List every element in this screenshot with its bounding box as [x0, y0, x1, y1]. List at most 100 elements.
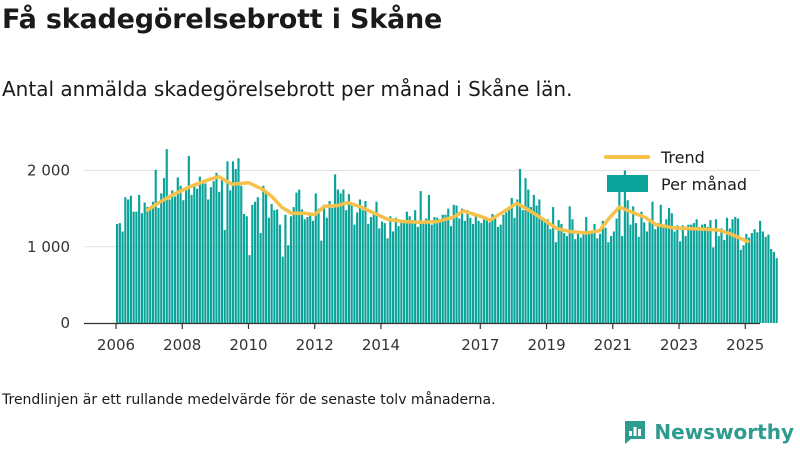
bar [723, 239, 726, 323]
bar [634, 223, 638, 323]
bar [549, 229, 552, 323]
bar [386, 238, 389, 323]
bar [767, 234, 770, 323]
bar [698, 226, 701, 323]
bar [270, 204, 273, 323]
bar [576, 230, 580, 323]
bar [358, 199, 362, 323]
bar [590, 231, 593, 323]
bar [632, 206, 635, 323]
bar [745, 233, 748, 323]
bar [295, 192, 298, 323]
bar [259, 233, 262, 323]
bar [676, 225, 679, 323]
bar [438, 220, 442, 323]
bar [529, 207, 533, 323]
bar [706, 226, 709, 323]
bar [546, 219, 549, 323]
bar [772, 252, 775, 323]
bar [756, 232, 759, 323]
bar [629, 224, 632, 323]
bar [764, 236, 767, 323]
bar [129, 195, 132, 323]
bar [557, 220, 560, 323]
bar [314, 193, 317, 324]
bar [201, 181, 204, 323]
bar [667, 207, 671, 323]
x-tick-label: 2025 [726, 336, 764, 354]
bar [414, 210, 417, 323]
bar [502, 214, 505, 323]
bar [543, 222, 546, 323]
legend: Trend Per månad [604, 148, 747, 194]
bar [425, 218, 428, 323]
bar [124, 197, 127, 323]
bar [452, 204, 455, 323]
bar [670, 213, 673, 323]
bar [582, 233, 585, 323]
chart-subtitle: Antal anmälda skadegörelsebrott per måna… [2, 77, 573, 101]
bar [604, 227, 607, 323]
bar [154, 169, 157, 323]
bar [480, 223, 483, 323]
bar [516, 199, 519, 323]
bar [640, 211, 643, 323]
bar [513, 217, 516, 323]
bar [444, 214, 447, 323]
bar [311, 220, 315, 323]
bar [775, 258, 778, 323]
bar [207, 199, 210, 323]
bar [231, 161, 235, 323]
bar [300, 209, 304, 323]
bar [116, 223, 119, 324]
bar [496, 226, 500, 323]
bar [292, 207, 295, 323]
bar [403, 221, 406, 323]
bar [383, 223, 386, 323]
x-tick-label: 2021 [594, 336, 632, 354]
bar [507, 208, 511, 324]
bar [281, 256, 284, 323]
bar [353, 224, 356, 323]
bar [267, 217, 270, 323]
bar [645, 231, 649, 323]
bar [223, 229, 226, 323]
bar [524, 178, 527, 324]
bar [248, 255, 251, 323]
bar [510, 197, 513, 323]
bar [317, 208, 320, 324]
bar [389, 216, 392, 323]
bar [598, 233, 602, 323]
bar [731, 219, 734, 323]
bar [157, 207, 160, 323]
bar [193, 185, 196, 323]
bar [505, 212, 508, 323]
bar [681, 225, 684, 323]
bar [405, 211, 408, 323]
x-tick-label: 2019 [527, 336, 565, 354]
chart-title: Få skadegörelsebrott i Skåne [2, 4, 443, 35]
legend-trend-label: Trend [660, 148, 705, 167]
bar [709, 220, 712, 323]
bar [391, 231, 395, 323]
bar [419, 191, 422, 323]
newsworthy-logo-icon [625, 421, 646, 444]
x-tick-label: 2017 [461, 336, 499, 354]
bar [449, 226, 453, 323]
bar [427, 194, 431, 323]
bar [466, 210, 469, 323]
bar [535, 205, 538, 323]
footnote: Trendlinjen är ett rullande medelvärde f… [2, 392, 496, 408]
bar [303, 219, 306, 323]
bar [759, 220, 762, 323]
bar [720, 228, 723, 323]
bar [422, 221, 425, 323]
bar [411, 220, 414, 323]
bar [552, 207, 555, 323]
bar [460, 208, 464, 324]
bar [212, 181, 215, 323]
chart: 0 1 000 2 000 2006 2008 2010 2012 2014 2017 2019… [27, 148, 778, 354]
bar [447, 208, 450, 324]
bar [118, 223, 121, 323]
bar [262, 185, 265, 323]
